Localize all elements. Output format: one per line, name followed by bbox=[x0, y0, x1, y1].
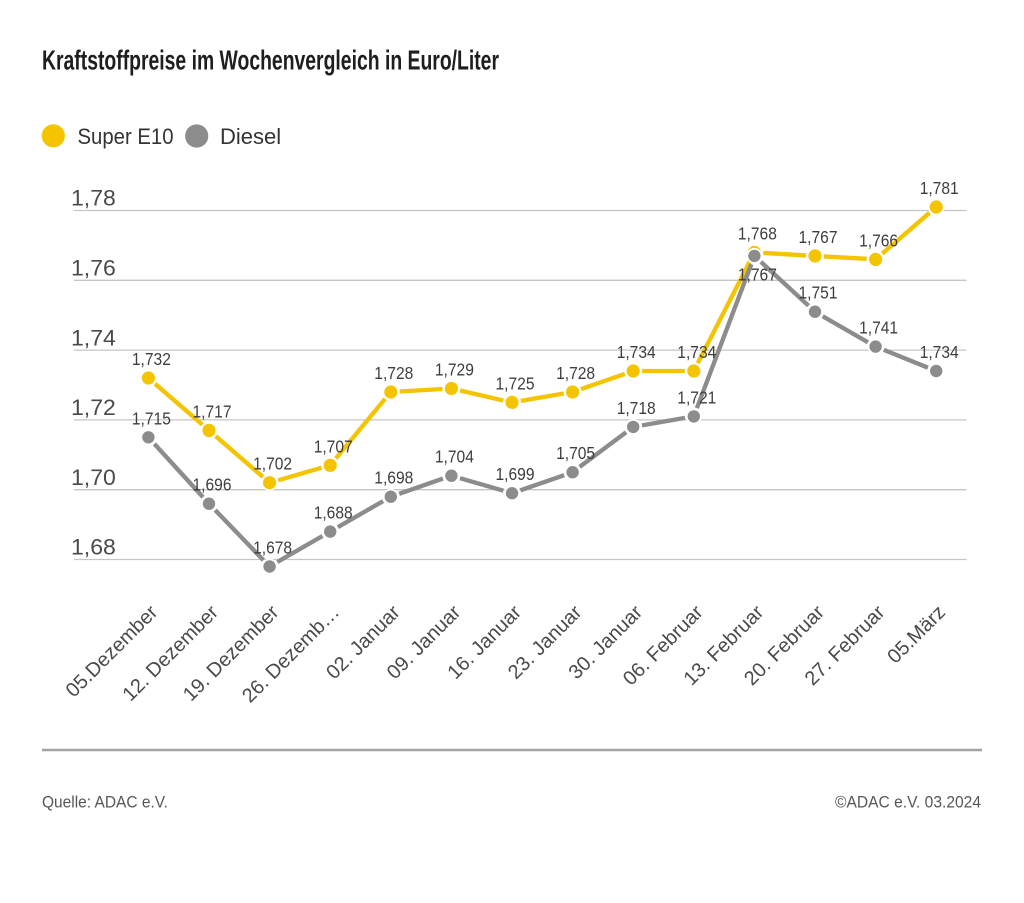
svg-text:1,715: 1,715 bbox=[132, 408, 171, 428]
svg-text:1,702: 1,702 bbox=[253, 454, 292, 474]
svg-text:1,734: 1,734 bbox=[677, 342, 716, 362]
svg-text:1,732: 1,732 bbox=[132, 349, 171, 369]
svg-text:1,688: 1,688 bbox=[314, 503, 353, 523]
svg-text:1,729: 1,729 bbox=[435, 360, 474, 380]
svg-text:1,734: 1,734 bbox=[617, 342, 656, 362]
svg-text:1,751: 1,751 bbox=[799, 283, 838, 303]
svg-text:1,717: 1,717 bbox=[193, 401, 232, 421]
svg-text:1,678: 1,678 bbox=[253, 538, 292, 558]
svg-text:©ADAC e.V. 03.2024: ©ADAC e.V. 03.2024 bbox=[835, 793, 981, 812]
svg-text:1,707: 1,707 bbox=[314, 436, 353, 456]
svg-text:1,781: 1,781 bbox=[920, 178, 959, 198]
svg-text:1,728: 1,728 bbox=[374, 363, 413, 383]
svg-text:Quelle: ADAC e.V.: Quelle: ADAC e.V. bbox=[42, 793, 168, 812]
svg-text:Super E10: Super E10 bbox=[78, 124, 174, 149]
svg-text:1,68: 1,68 bbox=[71, 535, 116, 560]
svg-text:1,741: 1,741 bbox=[859, 318, 898, 338]
svg-text:1,705: 1,705 bbox=[556, 443, 595, 463]
svg-text:1,704: 1,704 bbox=[435, 447, 474, 467]
svg-text:1,767: 1,767 bbox=[799, 227, 838, 247]
svg-text:1,698: 1,698 bbox=[374, 468, 413, 488]
svg-text:1,734: 1,734 bbox=[920, 342, 959, 362]
svg-text:1,72: 1,72 bbox=[71, 395, 116, 420]
svg-text:1,70: 1,70 bbox=[71, 465, 116, 490]
svg-text:1,728: 1,728 bbox=[556, 363, 595, 383]
svg-text:1,768: 1,768 bbox=[738, 223, 777, 243]
svg-text:Kraftstoffpreise im Wochenverg: Kraftstoffpreise im Wochenvergleich in E… bbox=[42, 44, 499, 75]
svg-text:1,696: 1,696 bbox=[193, 475, 232, 495]
svg-text:1,699: 1,699 bbox=[496, 464, 535, 484]
svg-text:Diesel: Diesel bbox=[220, 124, 281, 149]
svg-text:1,721: 1,721 bbox=[677, 387, 716, 407]
svg-text:1,74: 1,74 bbox=[71, 325, 116, 350]
svg-text:1,767: 1,767 bbox=[738, 265, 777, 285]
svg-text:1,78: 1,78 bbox=[71, 186, 116, 211]
svg-text:1,718: 1,718 bbox=[617, 398, 656, 418]
svg-text:1,725: 1,725 bbox=[496, 373, 535, 393]
svg-text:1,76: 1,76 bbox=[71, 256, 116, 281]
svg-text:1,766: 1,766 bbox=[859, 230, 898, 250]
